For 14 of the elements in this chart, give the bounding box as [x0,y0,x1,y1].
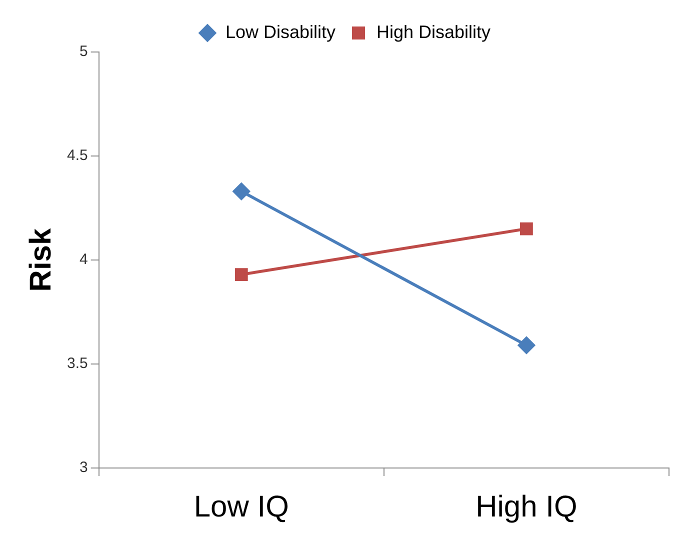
point [232,182,250,200]
y-tick-label: 5 [80,43,88,60]
legend-label: Low Disability [225,22,336,42]
x-tick-label: High IQ [476,490,578,524]
point [520,222,533,236]
y-tick-label: 3 [80,459,88,476]
x-tick-label: Low IQ [194,490,289,524]
legend-label: High Disability [376,22,491,42]
point [518,336,535,354]
y-axis-title: Risk [24,228,58,292]
y-tick-label: 4.5 [66,147,88,164]
y-tick-label: 3.5 [66,355,88,372]
point [234,268,248,282]
y-tick-label: 4 [80,251,88,268]
